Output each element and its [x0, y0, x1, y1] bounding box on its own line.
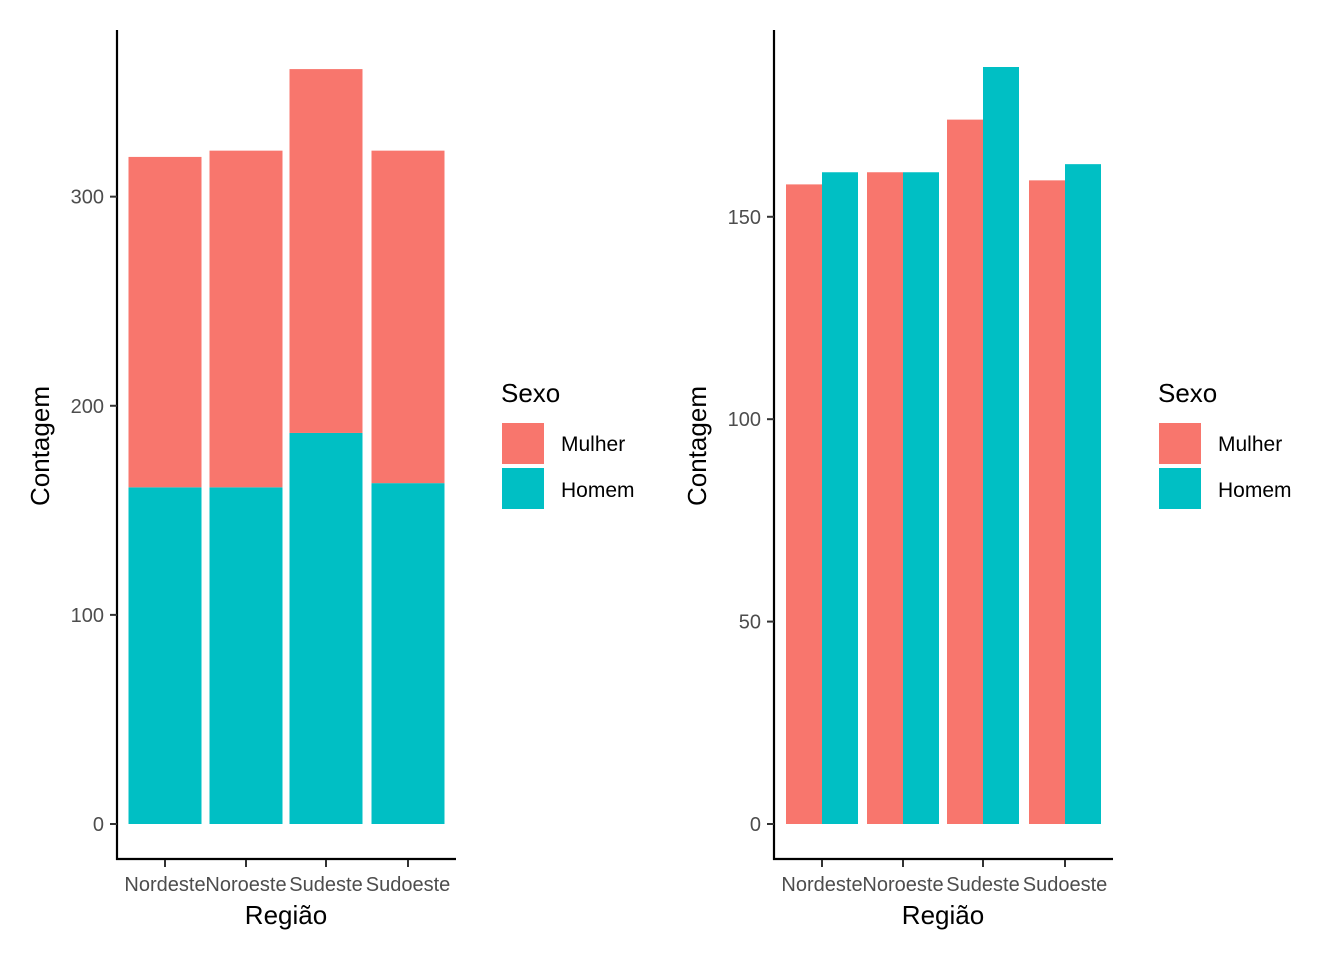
- bar-homem-sudeste: [289, 432, 363, 824]
- x-tick-label: Noroeste: [862, 874, 943, 896]
- bar-homem-sudoeste: [371, 483, 445, 824]
- y-tick-label: 200: [71, 396, 104, 418]
- y-ticks: 0 50 100 150: [728, 207, 774, 836]
- y-axis-title: Contagem: [25, 386, 55, 506]
- y-tick-label: 50: [739, 612, 761, 634]
- legend-key-homem: [502, 468, 544, 509]
- x-tick-label: Sudoeste: [366, 874, 451, 896]
- bar-mulher-sudeste: [289, 69, 363, 433]
- legend-key-mulher: [502, 423, 544, 464]
- y-tick-label: 100: [71, 605, 104, 627]
- stacked-bar-chart: 0 100 200 300 Nordeste Noroeste Sudeste Sudoes…: [25, 30, 635, 930]
- legend: Sexo Mulher Homem: [1158, 378, 1292, 509]
- legend-label-mulher: Mulher: [561, 433, 625, 456]
- x-tick-label: Noroeste: [205, 874, 286, 896]
- x-ticks: Nordeste Noroeste Sudeste Sudoeste: [781, 860, 1107, 896]
- legend-label-homem: Homem: [1218, 479, 1292, 502]
- legend: Sexo Mulher Homem: [501, 378, 635, 509]
- y-tick-label: 0: [93, 814, 104, 836]
- bar-mulher-sudeste: [947, 119, 983, 824]
- x-ticks: Nordeste Noroeste Sudeste Sudoeste: [124, 860, 450, 896]
- bar-mulher-nordeste: [786, 184, 822, 824]
- bar-mulher-noroeste: [867, 172, 903, 824]
- bar-homem-noroeste: [209, 487, 283, 824]
- bar-homem-noroeste: [903, 172, 939, 824]
- bar-homem-sudeste: [983, 67, 1019, 824]
- legend-title: Sexo: [501, 378, 560, 408]
- bar-homem-nordeste: [128, 487, 202, 824]
- x-axis-title: Região: [245, 900, 327, 930]
- legend-title: Sexo: [1158, 378, 1217, 408]
- y-axis-title: Contagem: [682, 386, 712, 506]
- legend-key-homem: [1159, 468, 1201, 509]
- x-axis-title: Região: [902, 900, 984, 930]
- bar-homem-sudoeste: [1065, 164, 1101, 824]
- x-tick-label: Nordeste: [781, 874, 862, 896]
- dodged-bars: [786, 67, 1101, 824]
- dodged-bar-chart: 0 50 100 150 Nordeste Noroeste Sudeste Sudoest…: [682, 30, 1292, 930]
- bar-mulher-noroeste: [209, 150, 283, 488]
- stacked-bars: [128, 69, 445, 824]
- y-tick-label: 100: [728, 409, 761, 431]
- x-tick-label: Sudeste: [289, 874, 362, 896]
- bar-homem-nordeste: [822, 172, 858, 824]
- legend-key-mulher: [1159, 423, 1201, 464]
- legend-label-homem: Homem: [561, 479, 635, 502]
- x-tick-label: Nordeste: [124, 874, 205, 896]
- x-tick-label: Sudoeste: [1023, 874, 1108, 896]
- bar-mulher-sudoeste: [371, 150, 445, 484]
- y-tick-label: 300: [71, 187, 104, 209]
- bar-mulher-nordeste: [128, 156, 202, 488]
- y-tick-label: 150: [728, 207, 761, 229]
- y-ticks: 0 100 200 300: [71, 187, 117, 836]
- y-tick-label: 0: [750, 814, 761, 836]
- bar-mulher-sudoeste: [1029, 180, 1065, 824]
- x-tick-label: Sudeste: [946, 874, 1019, 896]
- legend-label-mulher: Mulher: [1218, 433, 1282, 456]
